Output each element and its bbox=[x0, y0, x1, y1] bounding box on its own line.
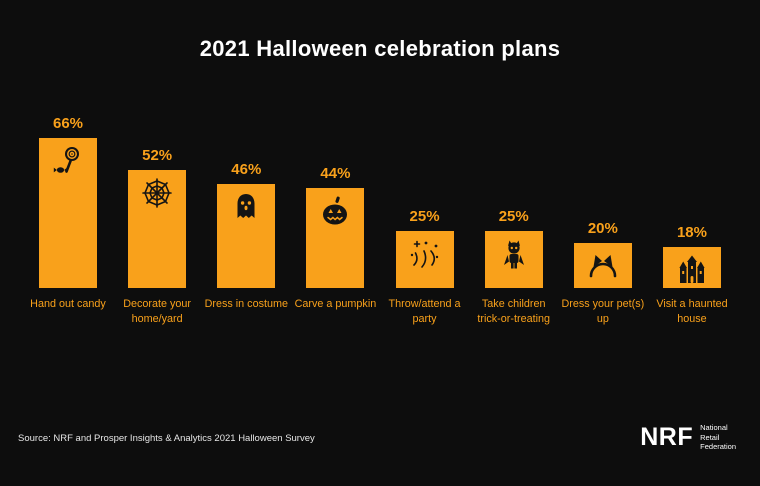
nrf-logo-line: Retail bbox=[700, 432, 720, 442]
category-label: Visit a haunted house bbox=[656, 298, 728, 326]
bar-column-hand-out-candy: 66% bbox=[24, 108, 112, 288]
bar-column-pets: 20% bbox=[559, 108, 647, 288]
lollipop-candy-icon bbox=[53, 147, 79, 173]
nrf-logo-line: Federation bbox=[700, 442, 736, 452]
category-label: Dress your pet(s) up bbox=[561, 298, 645, 326]
pumpkin-icon bbox=[323, 196, 348, 225]
bar-column-pumpkin: 44% bbox=[291, 108, 379, 288]
bar-value-label: 18% bbox=[676, 224, 707, 241]
confetti-icon bbox=[410, 240, 438, 268]
category-label: Hand out candy bbox=[30, 298, 106, 310]
cat-ears-icon bbox=[589, 255, 617, 278]
bar-column-party: 25% bbox=[381, 108, 469, 288]
nrf-logo: NRF National Retail Federation bbox=[640, 423, 736, 452]
spider-web-icon bbox=[142, 178, 172, 208]
category-labels: Hand out candy Decorate your home/yard D… bbox=[0, 297, 760, 327]
bar-carve-pumpkin bbox=[306, 188, 365, 288]
bar-dress-pets-up bbox=[573, 243, 632, 288]
bar-value-label: 25% bbox=[498, 208, 529, 225]
nrf-logo-abbr: NRF bbox=[640, 423, 694, 451]
costumed-child-icon bbox=[503, 240, 524, 269]
bar-value-label: 20% bbox=[587, 220, 618, 237]
bar-column-haunted-house: 18% bbox=[648, 108, 736, 288]
source-attribution: Source: NRF and Prosper Insights & Analy… bbox=[18, 433, 315, 444]
category-label: Throw/attend a party bbox=[388, 298, 461, 326]
page-title: 2021 Halloween celebration plans bbox=[199, 36, 561, 61]
bar-dress-in-costume bbox=[217, 184, 276, 288]
haunted-house-icon bbox=[679, 255, 705, 283]
category-label: Take children trick-or-treating bbox=[477, 298, 550, 326]
ghost-icon bbox=[237, 194, 255, 218]
category-label: Carve a pumpkin bbox=[294, 298, 377, 310]
category-label: Dress in costume bbox=[204, 298, 288, 310]
bar-column-trick-or-treating: 25% bbox=[470, 108, 558, 288]
bar-column-costume: 46% bbox=[202, 108, 290, 288]
bar-value-label: 46% bbox=[231, 161, 262, 178]
bar-hand-out-candy bbox=[39, 138, 97, 288]
nrf-logo-line: National bbox=[700, 423, 728, 433]
bar-decorate-home bbox=[128, 170, 187, 288]
bar-throw-attend-party bbox=[395, 231, 454, 288]
nrf-logo-name: National Retail Federation bbox=[700, 423, 736, 451]
bar-value-label: 66% bbox=[52, 115, 84, 132]
bar-value-label: 44% bbox=[320, 165, 351, 182]
bar-column-decorate: 52% bbox=[113, 108, 201, 288]
bar-value-label: 52% bbox=[142, 147, 173, 164]
bar-value-label: 25% bbox=[409, 208, 440, 225]
bar-visit-haunted-house bbox=[662, 247, 721, 288]
bar-chart: 66% 52% bbox=[0, 108, 760, 288]
category-label: Decorate your home/yard bbox=[123, 298, 192, 326]
bar-take-children-trick-or-treating bbox=[484, 231, 543, 288]
